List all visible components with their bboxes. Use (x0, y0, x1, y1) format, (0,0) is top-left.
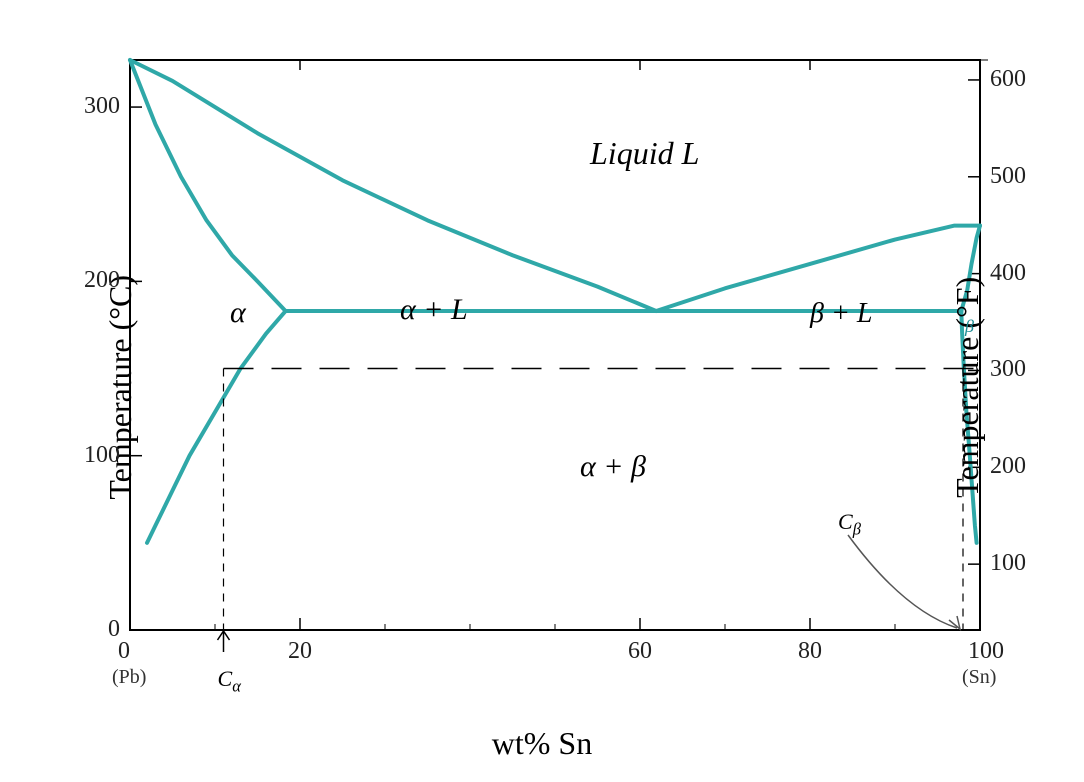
y-axis-right-label: Temperature (°F) (949, 277, 986, 498)
xtick-label: 60 (628, 638, 652, 665)
phase-diagram-svg (0, 0, 1084, 782)
region-alpha-plus-beta: α + β (580, 450, 646, 484)
region-liquid: Liquid L (590, 135, 699, 172)
xtick-label: 20 (288, 638, 312, 665)
xtick-label: 0 (118, 638, 130, 665)
ytick-right-label: 300 (990, 356, 1026, 383)
ytick-right-label: 500 (990, 163, 1026, 190)
ytick-left-label: 200 (84, 267, 120, 294)
ytick-right-label: 200 (990, 453, 1026, 480)
ytick-right-label: 100 (990, 550, 1026, 577)
c-beta-label: Cβ (838, 509, 861, 539)
region-alpha-plus-L: α + L (400, 293, 468, 327)
ytick-left-label: 100 (84, 442, 120, 469)
x-axis-label: wt% Sn (492, 725, 592, 762)
element-pb: (Pb) (112, 666, 146, 689)
ytick-right-label: 400 (990, 260, 1026, 287)
phase-diagram-container: { "canvas": { "width": 1084, "height": 7… (0, 0, 1084, 782)
region-alpha: α (230, 296, 246, 330)
c-alpha-label: Cα (218, 666, 241, 696)
xtick-label: 100 (968, 638, 1004, 665)
region-beta-tiny: β (965, 316, 974, 337)
xtick-label: 80 (798, 638, 822, 665)
ytick-left-label: 300 (84, 93, 120, 120)
region-beta-plus-L: β + L (810, 298, 872, 330)
ytick-right-label: 600 (990, 66, 1026, 93)
element-sn: (Sn) (962, 666, 996, 689)
